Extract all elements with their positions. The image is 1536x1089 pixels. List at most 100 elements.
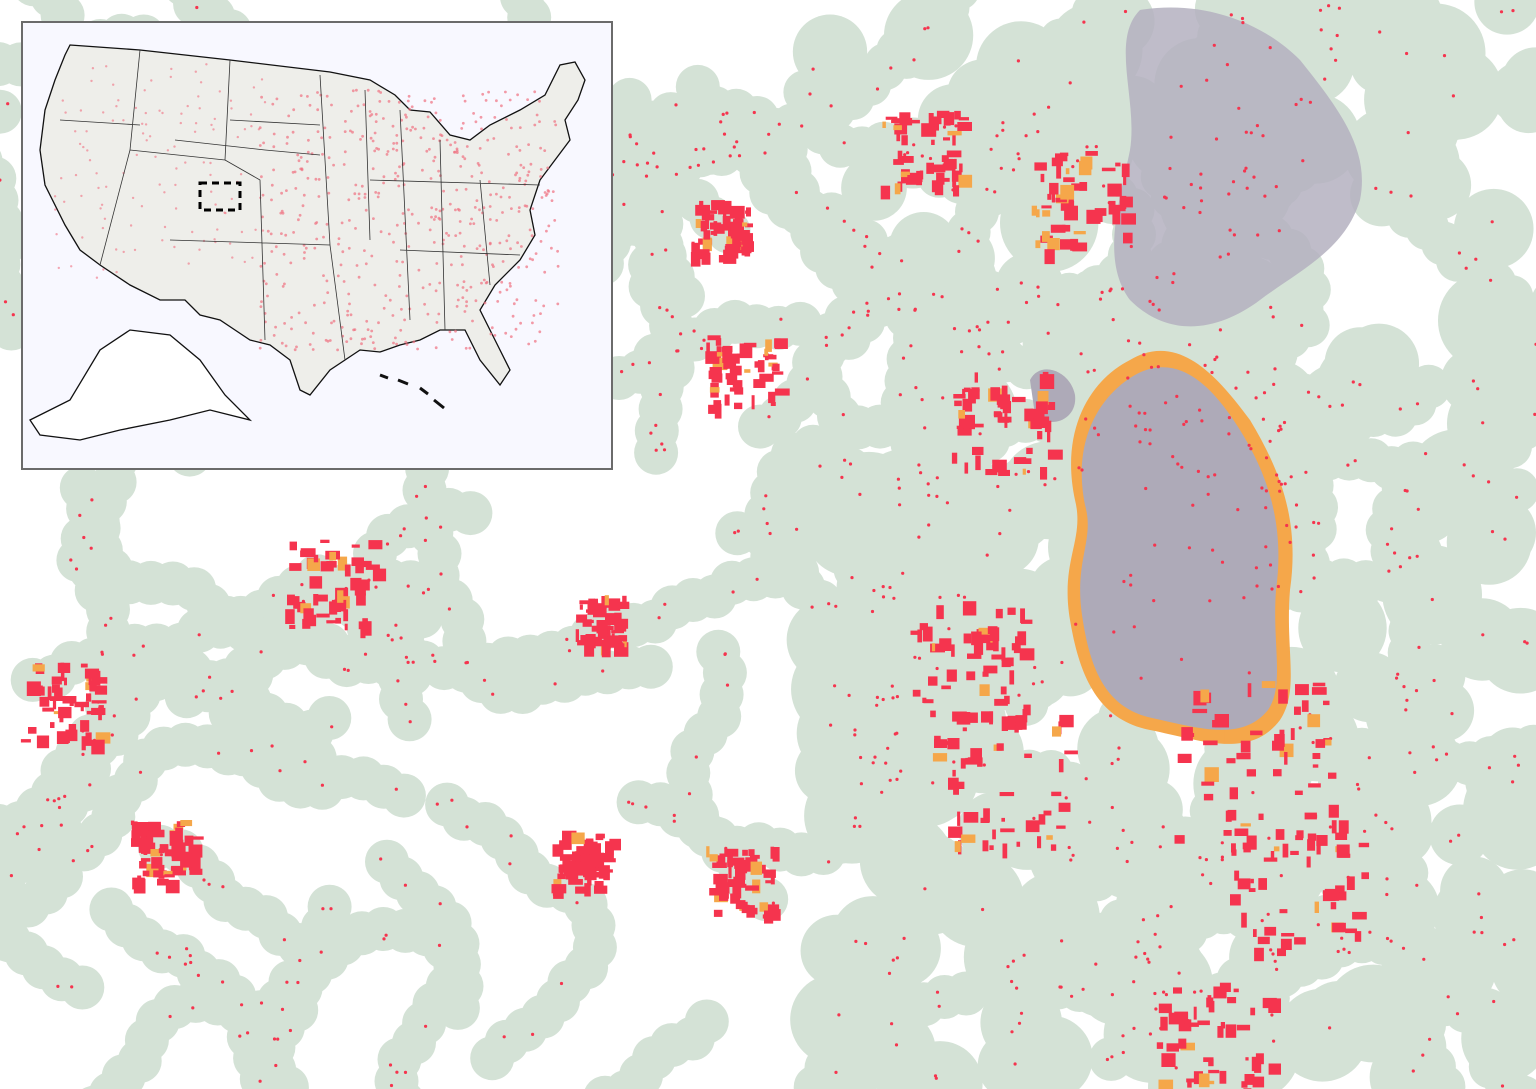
development-patch: [582, 619, 594, 624]
development-dot: [997, 367, 1001, 371]
development-patch: [931, 126, 936, 132]
development-dot: [399, 636, 403, 640]
inset-development-dot: [261, 229, 265, 232]
inset-development-dot: [197, 95, 200, 98]
inset-development-dot: [141, 132, 145, 135]
development-patch: [91, 739, 105, 755]
development-dot: [1480, 931, 1484, 935]
development-patch: [605, 626, 614, 631]
inset-development-dot: [179, 121, 182, 125]
inset-development-dot: [74, 130, 77, 133]
inset-development-dot: [505, 239, 509, 243]
development-dot: [893, 732, 897, 736]
inset-development-dot: [435, 262, 439, 265]
inset-development-dot: [515, 298, 519, 302]
development-patch: [337, 590, 344, 603]
development-dot: [197, 633, 201, 637]
inset-development-dot: [482, 248, 485, 252]
development-dot: [901, 571, 905, 575]
development-dot: [1153, 991, 1157, 996]
development-patch: [80, 720, 90, 732]
development-dot: [1079, 352, 1083, 356]
inset-development-dot: [174, 183, 177, 187]
inset-development-dot: [325, 94, 329, 98]
development-dot: [1385, 936, 1390, 941]
development-dot: [194, 695, 198, 699]
development-patch: [1042, 210, 1051, 217]
development-dot: [221, 885, 225, 889]
inset-development-dot: [520, 245, 523, 248]
inset-development-dot: [469, 222, 472, 226]
development-dot: [1209, 881, 1213, 886]
development-dot: [1422, 957, 1426, 961]
development-dot: [896, 477, 901, 481]
inset-development-dot: [517, 206, 521, 210]
development-dot: [897, 292, 902, 296]
development-dot: [694, 755, 698, 759]
development-patch: [1250, 1007, 1256, 1016]
development-dot: [134, 697, 138, 701]
inset-development-dot: [434, 111, 438, 115]
development-dot: [208, 675, 212, 679]
inset-development-dot: [556, 249, 559, 253]
development-dot: [1182, 422, 1186, 426]
inset-development-dot: [296, 153, 300, 157]
development-patch: [34, 686, 45, 696]
inset-development-dot: [369, 335, 373, 338]
development-patch: [89, 681, 97, 692]
development-dot: [644, 805, 648, 809]
development-dot: [1139, 676, 1143, 680]
development-dot: [755, 577, 759, 581]
development-patch: [601, 644, 611, 658]
development-dot: [435, 802, 439, 806]
development-patch: [189, 868, 203, 875]
development-patch: [751, 395, 755, 410]
development-dot: [1102, 184, 1106, 188]
development-dot: [1304, 470, 1308, 474]
inset-development-dot: [397, 100, 401, 104]
development-dot: [1198, 210, 1202, 215]
development-dot: [981, 907, 985, 912]
inset-development-dot: [297, 218, 300, 222]
inset-development-dot: [230, 107, 233, 110]
inset-development-dot: [438, 209, 442, 213]
development-dot: [1312, 520, 1316, 525]
development-patch: [1121, 163, 1130, 178]
inset-development-dot: [350, 109, 353, 113]
inset-development-dot: [360, 342, 363, 346]
development-patch: [1177, 753, 1192, 763]
development-patch: [1181, 727, 1193, 741]
development-dot: [1294, 525, 1298, 529]
inset-development-dot: [307, 138, 310, 142]
development-dot: [1398, 407, 1402, 411]
development-patch: [691, 241, 695, 247]
development-patch: [1123, 175, 1127, 186]
development-dot: [935, 494, 939, 498]
development-dot: [627, 800, 631, 804]
development-dot: [1169, 135, 1173, 139]
inset-development-dot: [371, 167, 375, 171]
development-dot: [399, 534, 403, 538]
development-patch: [74, 701, 89, 708]
development-dot: [1155, 275, 1159, 280]
development-patch: [1046, 835, 1053, 840]
inset-development-dot: [512, 302, 516, 306]
development-dot: [932, 292, 936, 296]
development-patch: [1056, 825, 1066, 829]
inset-development-dot: [509, 284, 512, 288]
inset-development-dot: [463, 157, 467, 161]
development-dot: [899, 769, 903, 773]
development-patch: [952, 134, 956, 146]
inset-development-dot: [281, 211, 285, 215]
development-patch: [360, 623, 366, 639]
development-dot: [1374, 186, 1378, 190]
development-dot: [1196, 469, 1200, 473]
development-dot: [649, 431, 653, 435]
inset-development-dot: [102, 111, 105, 114]
inset-development-dot: [395, 342, 398, 346]
development-patch: [963, 387, 971, 393]
development-dot: [1069, 858, 1073, 862]
buffer-zone: [1474, 0, 1536, 35]
development-dot: [1390, 527, 1394, 531]
